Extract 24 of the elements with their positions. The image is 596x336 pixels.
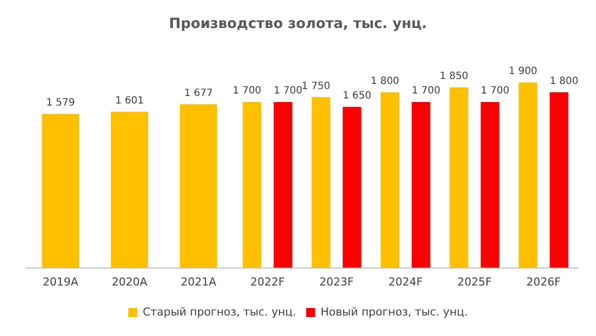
- data-label: 1 677: [184, 88, 213, 99]
- data-label: 1 700: [232, 86, 262, 97]
- chart-title: Производство золота, тыс. унц.: [169, 16, 427, 32]
- data-label: 1 700: [274, 86, 302, 97]
- x-tick-label: 2020A: [112, 275, 148, 288]
- data-label: 1 900: [508, 66, 538, 78]
- data-label: 1 700: [480, 86, 510, 97]
- x-tick-label: 2021A: [180, 275, 217, 288]
- data-label: 1 650: [342, 90, 372, 102]
- data-label: 1 800: [370, 76, 400, 87]
- data-label: 1 700: [412, 86, 440, 97]
- x-tick-label: 2024F: [388, 275, 423, 288]
- x-tick-label: 2023F: [319, 275, 354, 288]
- legend-label: Старый прогноз, тыс. унц.: [142, 305, 296, 318]
- x-tick-label: 2026F: [526, 275, 561, 288]
- data-label: 1 750: [302, 80, 330, 92]
- x-tick-label: 2022F: [250, 275, 285, 288]
- x-tick-label: 2019A: [42, 275, 79, 288]
- data-label: 1 579: [46, 97, 75, 108]
- legend-label: Новый прогноз, тыс. унц.: [320, 305, 468, 318]
- data-label: 1 850: [440, 71, 468, 82]
- data-label: 1 601: [115, 95, 144, 106]
- x-tick-label: 2025F: [457, 275, 492, 288]
- data-label: 1 800: [550, 76, 578, 87]
